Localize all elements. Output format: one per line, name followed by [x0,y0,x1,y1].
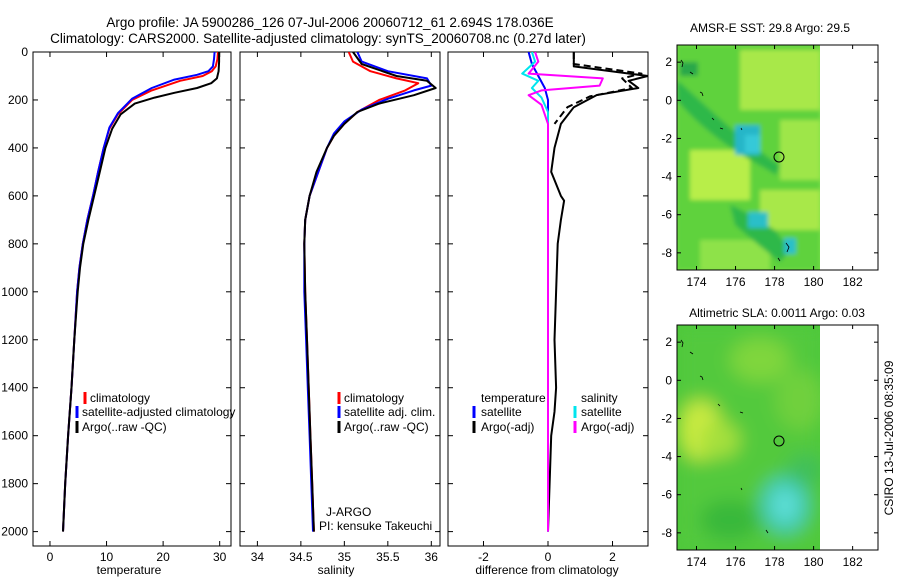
series-line-salinity-argo-adj- [527,52,604,532]
salinity-series-layer [303,52,437,532]
side-timestamp: CSIRO 13-Jul-2006 08:35:09 [882,360,896,515]
legend-label: Argo(..raw -QC) [82,420,167,434]
y-tick-label: 400 [8,141,28,155]
map-x-tick-label: 182 [843,555,863,569]
map-y-tick-label: 0 [665,373,672,387]
salinity-panel-frame [239,51,441,547]
y-tick-label: 1200 [1,333,28,347]
series-line-argo-raw-qc- [303,52,437,532]
figure-title-line2: Climatology: CARS2000. Satellite-adjuste… [50,31,586,46]
map-x-tick-label: 178 [765,275,785,289]
series-line-temperature-argo-adj-dashed [553,52,643,125]
x-tick-label: 36 [425,550,439,564]
y-tick-label: 0 [21,45,28,59]
y-tick-label: 2000 [1,525,28,539]
map-y-tick-label: -2 [661,131,672,145]
map-y-tick-label: -4 [661,170,672,184]
salinity-legend: climatology satellite adj. clim. Argo(..… [337,391,435,434]
x-tick-label: 0 [545,550,552,564]
series-line-climatology [303,52,420,532]
y-tick-label: 200 [8,93,28,107]
y-tick-label: 800 [8,237,28,251]
sla-argo-marker [773,435,785,447]
x-tick-label: -2 [478,550,489,564]
map-x-tick-label: 174 [686,275,706,289]
series-line-salinity-satellite [521,52,549,532]
y-tick-label: 1000 [1,285,28,299]
temperature-series-layer [62,52,221,532]
map-y-tick-label: -8 [661,246,672,260]
axes-ticks-layer: 0 10 20 30020040060080010001200140016001800… [1,45,648,564]
legend-label: satellite adj. clim. [344,405,435,419]
x-tick-label: 35 [338,550,352,564]
x-tick-label: 2 [609,550,616,564]
sst-coastline [680,59,790,262]
series-line-temperature-satellite [527,52,549,532]
legend-label: satellite [581,405,622,419]
map-x-tick-label: 178 [765,555,785,569]
legend-label: Argo(-adj) [581,420,634,434]
map-y-tick-label: 2 [665,55,672,69]
map-y-tick-label: 0 [665,93,672,107]
temperature-panel-frame [32,51,232,547]
legend-label: climatology [90,391,150,405]
sst-map-title: AMSR-E SST: 29.8 Argo: 29.5 [690,21,850,35]
salinity-xlabel: salinity [318,563,355,577]
series-line-climatology [62,52,219,532]
map-y-tick-label: -6 [661,208,672,222]
legend-label: satellite-adjusted climatology [82,405,235,419]
difference-legend-temperature: temperature satellite Argo(-adj) [472,391,546,434]
y-tick-label: 600 [8,189,28,203]
map-x-tick-label: 174 [686,555,706,569]
legend-label: Argo(-adj) [481,420,534,434]
difference-legend-salinity: salinity satellite Argo(-adj) [573,391,634,434]
legend-label: Argo(..raw -QC) [344,420,429,434]
sla-map-frame [676,324,879,551]
map-x-tick-label: 182 [843,275,863,289]
series-line-satellite-adj-clim- [303,52,433,532]
difference-xlabel: difference from climatology [475,563,618,577]
map-y-tick-label: -8 [661,526,672,540]
map-x-tick-label: 176 [726,275,746,289]
sst-argo-marker [773,151,785,163]
map-x-tick-label: 180 [804,275,824,289]
sst-axes-layer: 174 176 178 180 182 2 0 -2 -4 -6 -8 [661,45,878,289]
legend-label: satellite [481,405,522,419]
y-tick-label: 1600 [1,429,28,443]
sst-map-field [677,45,820,270]
map-x-tick-label: 180 [804,555,824,569]
temperature-xlabel: temperature [97,563,162,577]
map-y-tick-label: -4 [661,450,672,464]
map-x-tick-label: 176 [726,555,746,569]
map-y-tick-label: -2 [661,411,672,425]
legend-label: climatology [344,391,404,405]
map-y-tick-label: 2 [665,335,672,349]
x-tick-label: 35.5 [376,550,400,564]
sla-axes-layer: 174 176 178 180 182 2 0 -2 -4 -6 -8 [661,325,878,569]
series-line-satellite-adjusted-climatology [62,52,216,532]
y-tick-label: 1800 [1,477,28,491]
x-tick-label: 34 [251,550,265,564]
difference-series-layer [521,52,648,532]
y-tick-label: 1400 [1,381,28,395]
x-tick-label: 20 [156,550,170,564]
x-tick-label: 30 [213,550,227,564]
sla-map-title: Altimetric SLA: 0.0011 Argo: 0.03 [689,306,865,320]
legend-title: salinity [581,391,618,405]
x-tick-label: 34.5 [289,550,313,564]
sla-map-field [677,325,820,550]
map-y-tick-label: -6 [661,488,672,502]
sst-map-frame [676,44,879,271]
temperature-legend: climatology satellite-adjusted climatolo… [75,391,235,434]
series-line-argo-raw-qc- [62,52,221,532]
sla-coastline [680,339,769,534]
salinity-annotation-project: J-ARGO [326,505,371,519]
x-tick-label: 0 [47,550,54,564]
series-line-temperature-argo-adj- [547,52,648,532]
legend-title: temperature [481,391,546,405]
x-tick-label: 10 [100,550,114,564]
figure-title-line1: Argo profile: JA 5900286_126 07-Jul-2006… [106,15,553,30]
salinity-annotation-pi: PI: kensuke Takeuchi [319,519,432,533]
